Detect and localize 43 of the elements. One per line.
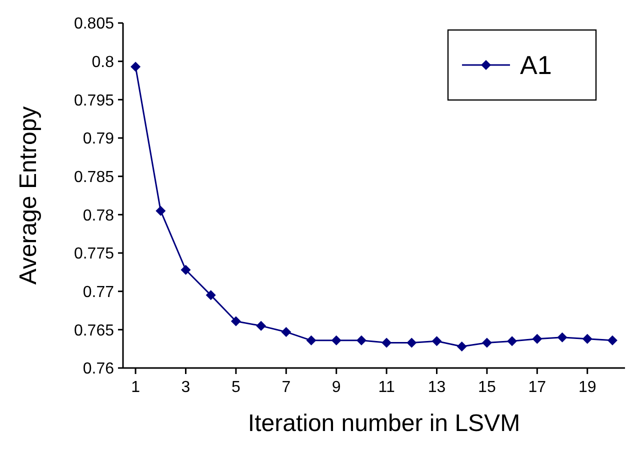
x-tick-label: 9	[332, 379, 341, 396]
point	[406, 338, 417, 348]
point	[582, 334, 592, 344]
x-tick-label: 17	[528, 379, 546, 396]
x-axis-title: Iteration number in LSVM	[248, 410, 520, 437]
point	[356, 335, 366, 346]
x-tick-label: 5	[231, 379, 240, 396]
point	[382, 338, 392, 348]
x-tick-label: 1	[131, 379, 140, 396]
point	[230, 316, 241, 326]
x-tick-label: 3	[181, 379, 190, 396]
point	[557, 332, 568, 342]
point	[306, 335, 316, 346]
point	[456, 342, 467, 352]
point	[130, 62, 141, 72]
point	[206, 290, 216, 300]
y-tick-label: 0.76	[82, 360, 114, 378]
point	[180, 264, 191, 275]
y-tick-label: 0.785	[74, 168, 114, 186]
y-tick-label: 0.765	[74, 322, 114, 340]
point	[532, 334, 542, 344]
y-tick-label: 0.795	[74, 92, 114, 110]
point	[607, 335, 618, 346]
point	[256, 320, 266, 331]
y-axis-title: Average Entropy	[15, 106, 42, 285]
x-tick-label: 7	[282, 379, 291, 396]
y-tick-label: 0.78	[82, 207, 114, 224]
y-tick-label: 0.79	[82, 130, 114, 148]
x-tick-label: 19	[578, 379, 596, 396]
point	[281, 326, 292, 337]
point	[482, 338, 492, 348]
x-tick-label: 11	[378, 379, 395, 396]
legend-label: A1	[520, 50, 552, 80]
y-tick-label: 0.8	[92, 54, 114, 71]
y-tick-label: 0.77	[82, 284, 114, 301]
x-tick-label: 13	[428, 379, 446, 396]
point	[156, 206, 166, 216]
point	[507, 336, 518, 346]
point	[432, 336, 442, 346]
y-tick-label: 0.805	[74, 16, 114, 33]
point	[331, 335, 342, 346]
x-tick-label: 15	[478, 379, 496, 396]
y-tick-label: 0.775	[74, 246, 114, 263]
